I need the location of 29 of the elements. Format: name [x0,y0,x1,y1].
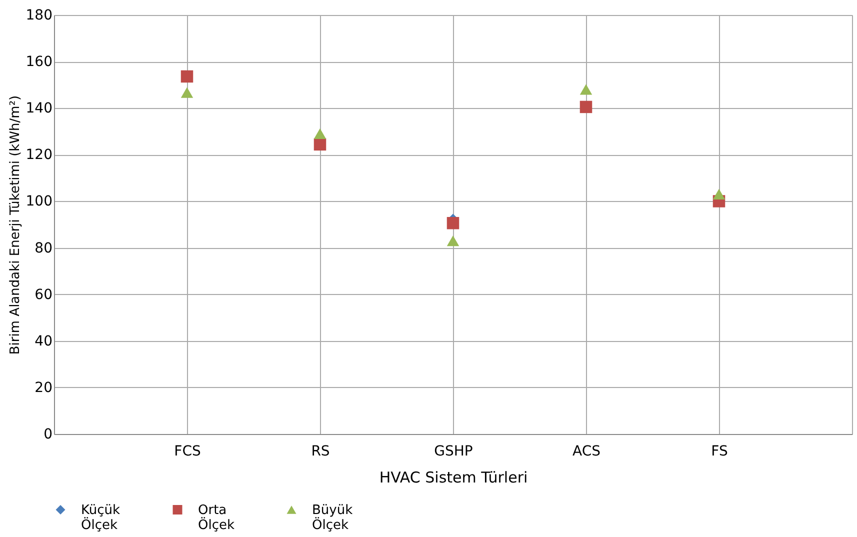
y-tick-label: 180 [26,8,52,24]
point [180,87,194,98]
y-tick-label: 20 [34,380,52,396]
point [580,84,592,95]
x-tick-label: GSHP [434,444,473,460]
point [180,70,194,83]
point [314,128,326,140]
x-tick-label: FCS [174,444,201,460]
point [712,188,726,200]
point [314,138,326,151]
y-tick-label: 160 [26,54,52,70]
y-tick-label: 80 [34,240,52,256]
y-tick-label: 60 [34,286,52,303]
y-tick-label: 100 [26,194,52,210]
x-axis-title: HVAC Sistem Türleri [379,468,528,486]
y-axis-title: Birim Alandaki Enerji Tüketimi (kWh/m²) [8,95,23,355]
legend-label: Küçük Ölçek [81,502,121,533]
point [580,100,592,114]
y-tick-label: 120 [26,147,52,164]
point [446,235,460,246]
y-tick-label: 0 [44,426,52,442]
point [446,216,460,230]
x-tick-label: FS [711,444,728,460]
legend-label: Büyük Ölçek [312,502,354,533]
y-tick-label: 140 [26,100,52,117]
legend-label: Orta Ölçek [198,502,235,533]
x-tick-label: RS [311,444,330,460]
y-tick-label: 40 [34,333,52,350]
x-tick-label: ACS [572,444,601,460]
